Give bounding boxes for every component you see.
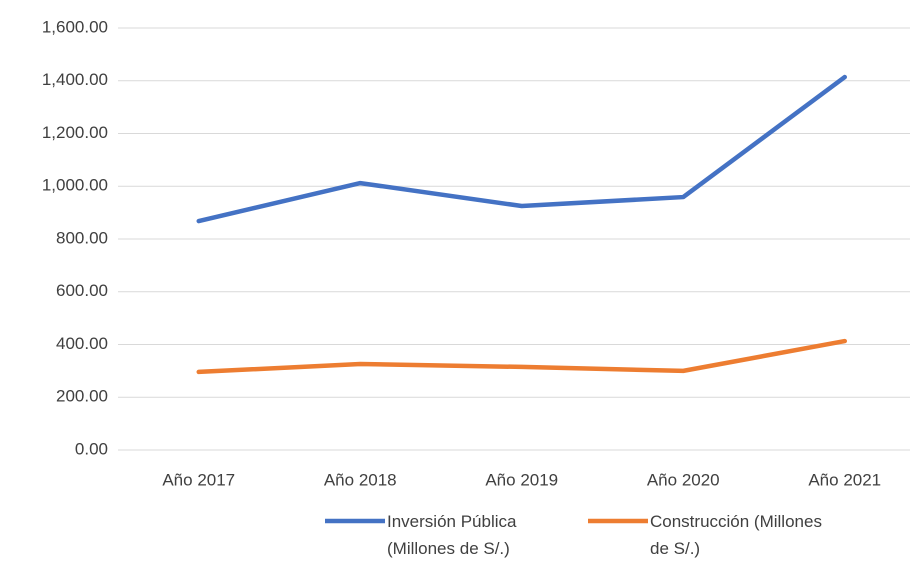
legend-label: Construcción (Millones de S/.) — [650, 512, 822, 558]
x-tick-label: Año 2018 — [324, 470, 397, 489]
y-tick-label: 800.00 — [56, 228, 108, 247]
series-line — [196, 338, 847, 375]
y-tick-label: 600.00 — [56, 281, 108, 300]
y-tick-label: 200.00 — [56, 387, 108, 406]
y-tick-label: 1,200.00 — [42, 123, 108, 142]
y-tick-label: 0.00 — [75, 439, 108, 458]
x-tick-label: Año 2020 — [647, 470, 720, 489]
x-tick-label: Año 2021 — [808, 470, 881, 489]
y-tick-label: 1,000.00 — [42, 176, 108, 195]
y-tick-label: 1,600.00 — [42, 17, 108, 36]
x-tick-label: Año 2019 — [485, 470, 558, 489]
legend-label: Inversión Pública (Millones de S/.) — [387, 512, 517, 558]
series-line — [196, 74, 847, 224]
y-tick-label: 1,400.00 — [42, 70, 108, 89]
y-tick-label: 400.00 — [56, 334, 108, 353]
x-tick-label: Año 2017 — [162, 470, 235, 489]
